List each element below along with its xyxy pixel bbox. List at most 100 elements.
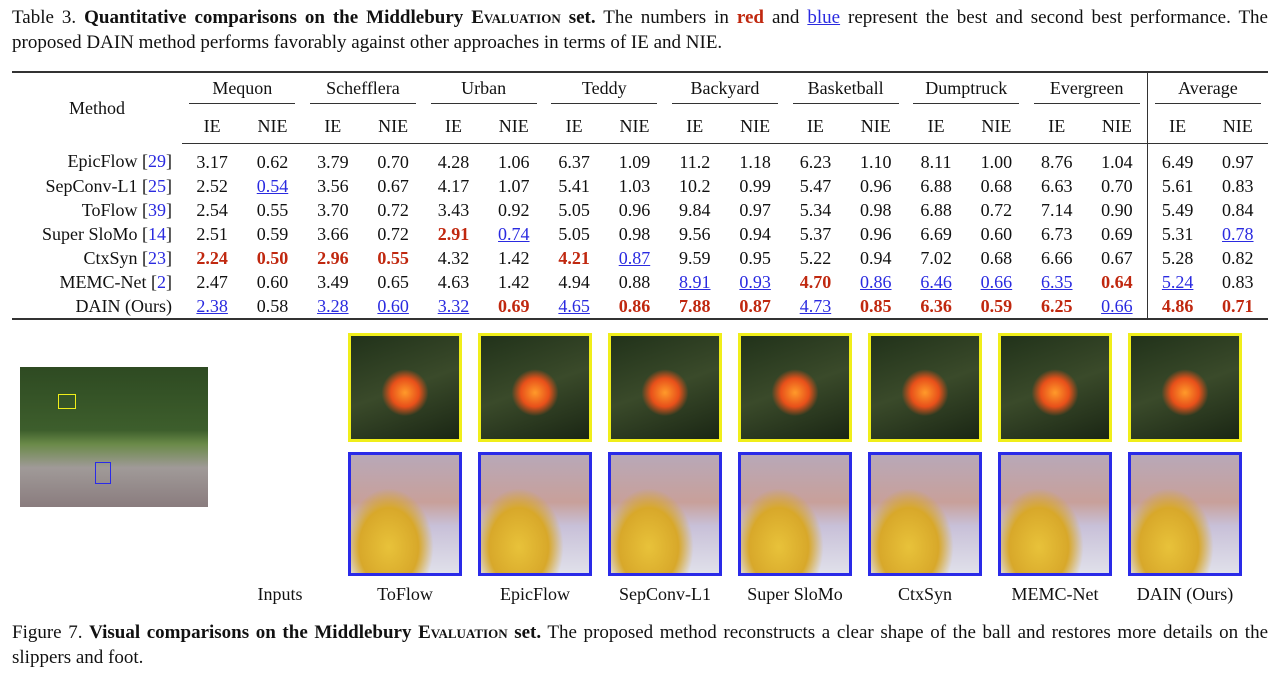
caption-label: Table 3. <box>12 7 77 28</box>
cell: 0.72 <box>980 199 1013 220</box>
cell: 6.66 <box>1041 247 1073 268</box>
cell: 0.84 <box>1222 199 1254 220</box>
ie-header: IE <box>1026 109 1087 144</box>
cell: 1.10 <box>860 151 892 172</box>
nie-header: NIE <box>483 109 544 144</box>
ie-header: IE <box>905 109 967 144</box>
cell: 9.59 <box>679 247 711 268</box>
method-label: EpicFlow <box>500 584 570 604</box>
cell: 0.78 <box>1222 223 1254 244</box>
method-label: DAIN (Ours) <box>1136 584 1234 604</box>
method-label: CtxSyn <box>897 584 953 604</box>
cell: 0.71 <box>1222 295 1254 316</box>
cell: 0.54 <box>256 175 289 196</box>
table-row: ToFlow [39] 2.54 0.55 3.70 0.72 3.43 0.92 5.05 0… <box>12 198 1268 222</box>
method-label: Super SloMo <box>747 584 843 604</box>
ball-crop <box>1128 333 1242 442</box>
cell: 1.09 <box>618 151 651 172</box>
cell: 2.91 <box>437 223 470 244</box>
cell: 0.68 <box>980 247 1013 268</box>
figure-caption: Figure 7. Visual comparisons on the Midd… <box>12 622 1269 668</box>
cell: 0.67 <box>377 175 409 196</box>
method-label: ToFlow <box>377 584 433 604</box>
cell: 0.98 <box>618 223 651 244</box>
cell: 7.14 <box>1041 199 1073 220</box>
nie-header: NIE <box>604 109 665 144</box>
method-header: Method <box>69 97 125 118</box>
cell: 2.51 <box>196 223 228 244</box>
cell: 0.70 <box>1101 175 1133 196</box>
nie-header: NIE <box>1086 109 1148 144</box>
cell: 3.79 <box>317 151 349 172</box>
ball-crop <box>738 333 852 442</box>
cell: 0.55 <box>256 199 289 220</box>
cell: 6.73 <box>1041 223 1073 244</box>
cell: 0.59 <box>256 223 289 244</box>
cell: 0.67 <box>1101 247 1133 268</box>
cell: 6.69 <box>920 223 952 244</box>
cell: 8.76 <box>1041 151 1073 172</box>
method-name: ToFlow [39] <box>81 199 172 220</box>
cell: 8.11 <box>920 151 952 172</box>
ie-header: IE <box>1146 109 1208 144</box>
nie-header: NIE <box>966 109 1027 144</box>
cell: 0.66 <box>980 271 1013 292</box>
ie-header: IE <box>543 109 605 144</box>
cell: 3.49 <box>317 271 349 292</box>
cell: 5.41 <box>558 175 590 196</box>
slipper-crop <box>478 452 592 576</box>
table-row: Super SloMo [14] 2.51 0.59 3.66 0.72 2.91 0.74… <box>12 222 1268 246</box>
nie-header: NIE <box>1207 109 1268 144</box>
cell: 0.87 <box>739 295 771 316</box>
cell: 5.49 <box>1146 198 1208 222</box>
cell: 0.60 <box>980 223 1013 244</box>
cell: 0.97 <box>1222 151 1254 172</box>
cell: 5.05 <box>558 223 590 244</box>
cell: 2.52 <box>196 175 228 196</box>
cell: 4.63 <box>437 271 470 292</box>
cell: 2.38 <box>196 295 228 316</box>
cell: 5.37 <box>799 223 832 244</box>
cell: 0.83 <box>1222 175 1254 196</box>
cell: 5.31 <box>1146 222 1208 246</box>
results-table: Method Mequon Schefflera Urban Teddy Backyard… <box>12 71 1268 320</box>
cell: 10.2 <box>679 175 711 196</box>
cell: 5.22 <box>799 247 832 268</box>
cell: 8.91 <box>679 271 711 292</box>
cell: 0.66 <box>1101 295 1133 316</box>
cell: 0.62 <box>256 151 289 172</box>
cell: 0.94 <box>860 247 892 268</box>
cell: 4.70 <box>799 271 832 292</box>
cell: 0.85 <box>860 295 892 316</box>
cell: 5.61 <box>1146 174 1208 198</box>
cell: 6.46 <box>920 271 952 292</box>
cell: 0.69 <box>1101 223 1133 244</box>
cell: 0.64 <box>1101 271 1133 292</box>
cell: 2.96 <box>317 247 349 268</box>
cell: 3.66 <box>317 223 349 244</box>
ball-crop <box>868 333 982 442</box>
cell: 6.88 <box>920 175 952 196</box>
cell: 4.17 <box>437 175 470 196</box>
method-label: Inputs <box>257 584 303 604</box>
cell: 0.95 <box>739 247 771 268</box>
ie-header: IE <box>302 109 363 144</box>
cell: 0.96 <box>860 175 892 196</box>
ie-header: IE <box>664 109 725 144</box>
cell: 0.70 <box>377 151 409 172</box>
cell: 4.65 <box>558 295 590 316</box>
caption-title: Quantitative comparisons on the Middlebu… <box>84 7 596 28</box>
group-header: Average <box>1146 72 1268 109</box>
cell: 0.98 <box>860 199 892 220</box>
cell: 0.83 <box>1222 271 1254 292</box>
cell: 1.07 <box>498 175 530 196</box>
slipper-crop <box>348 452 462 576</box>
slipper-crop <box>608 452 722 576</box>
ie-header: IE <box>182 109 243 144</box>
ball-crop <box>348 333 462 442</box>
method-label: MEMC-Net <box>1011 584 1099 604</box>
cell: 4.86 <box>1146 294 1208 319</box>
group-header: Mequon <box>182 72 303 109</box>
group-header: Dumptruck <box>906 72 1027 109</box>
cell: 0.60 <box>256 271 289 292</box>
